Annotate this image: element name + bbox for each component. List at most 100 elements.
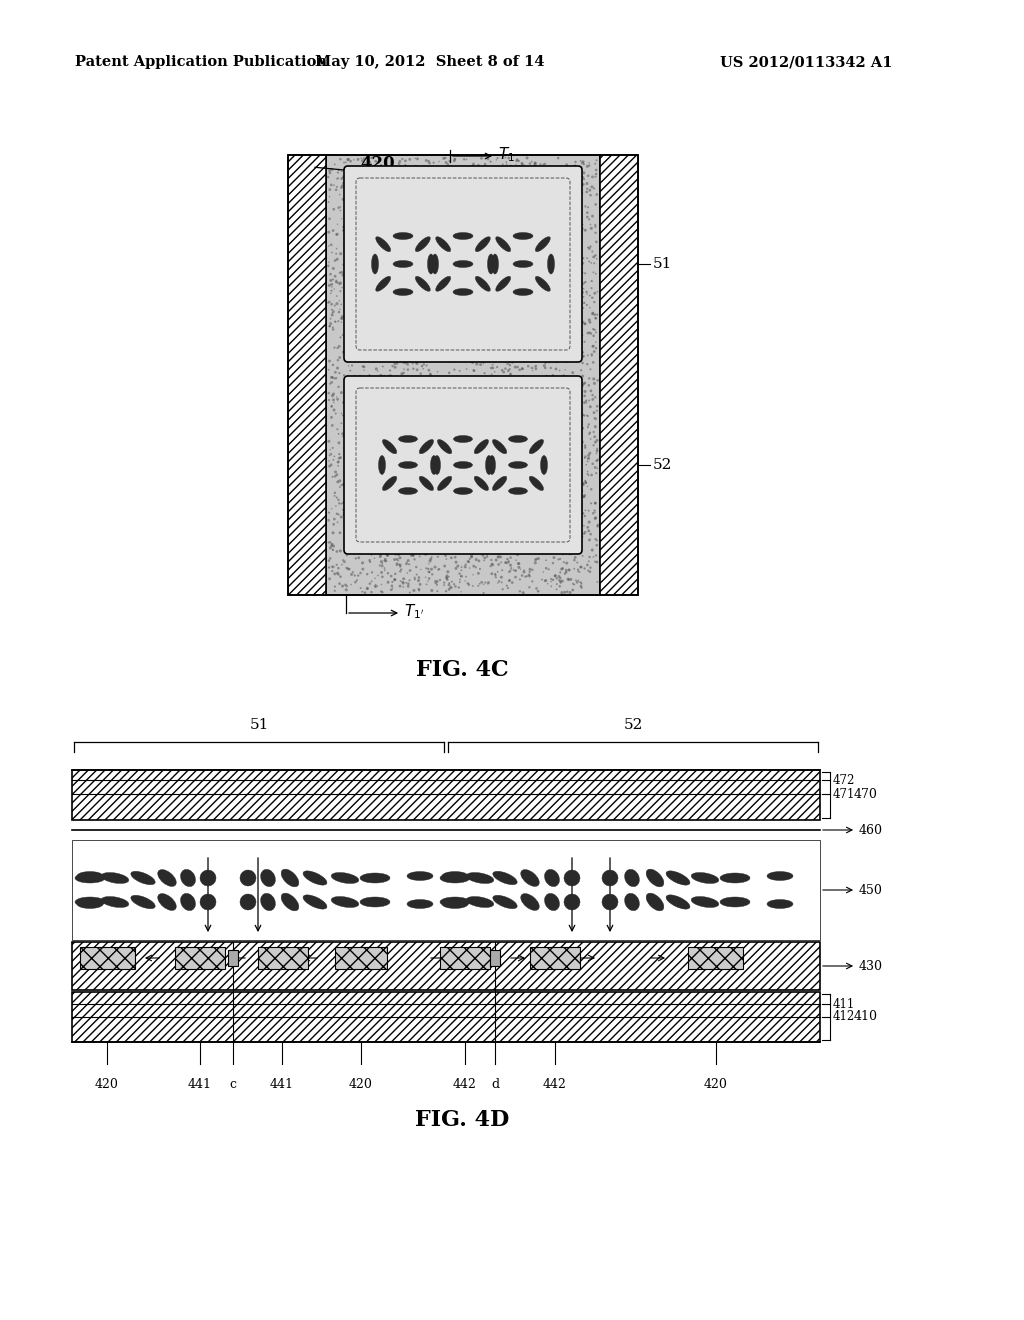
- Point: [463, 451, 479, 473]
- Point: [381, 492, 397, 513]
- Point: [430, 220, 446, 242]
- Point: [406, 284, 422, 305]
- Ellipse shape: [720, 873, 750, 883]
- Point: [581, 209, 597, 230]
- Ellipse shape: [437, 440, 452, 454]
- Point: [455, 507, 471, 528]
- Point: [526, 393, 543, 414]
- Point: [362, 491, 379, 512]
- Point: [401, 462, 418, 483]
- Point: [520, 381, 537, 403]
- Point: [353, 511, 370, 532]
- Point: [541, 401, 557, 422]
- Ellipse shape: [200, 894, 216, 909]
- Point: [560, 350, 577, 371]
- Point: [418, 491, 434, 512]
- Point: [508, 399, 524, 420]
- Point: [375, 216, 391, 238]
- Point: [449, 329, 465, 350]
- Point: [450, 528, 466, 549]
- Point: [480, 313, 497, 334]
- Point: [578, 446, 594, 467]
- Point: [426, 240, 442, 261]
- Point: [466, 360, 482, 381]
- Point: [408, 413, 424, 434]
- Point: [424, 370, 440, 391]
- Ellipse shape: [536, 276, 550, 292]
- Point: [514, 527, 530, 548]
- Point: [435, 321, 452, 342]
- Point: [324, 280, 340, 301]
- Point: [453, 442, 469, 463]
- Point: [417, 293, 433, 314]
- Point: [468, 234, 484, 255]
- Point: [537, 202, 553, 223]
- Point: [338, 506, 354, 527]
- Point: [537, 379, 553, 400]
- Point: [378, 330, 394, 351]
- Point: [398, 257, 415, 279]
- Point: [425, 152, 441, 173]
- Point: [587, 387, 603, 408]
- Point: [493, 216, 509, 238]
- Point: [542, 165, 558, 186]
- Ellipse shape: [180, 894, 196, 911]
- Point: [571, 186, 588, 207]
- Point: [338, 378, 354, 399]
- Point: [453, 210, 469, 231]
- Point: [538, 474, 554, 495]
- Point: [532, 478, 549, 499]
- Point: [464, 267, 480, 288]
- Point: [395, 186, 412, 207]
- Point: [558, 252, 574, 273]
- Point: [562, 370, 579, 391]
- Point: [583, 557, 599, 578]
- Point: [582, 238, 598, 259]
- Point: [569, 198, 586, 219]
- Point: [584, 271, 600, 292]
- Ellipse shape: [625, 870, 639, 887]
- Point: [541, 346, 557, 367]
- Point: [346, 437, 362, 458]
- Point: [484, 453, 501, 474]
- Point: [407, 148, 423, 169]
- Point: [391, 524, 408, 545]
- Point: [477, 317, 494, 338]
- Point: [538, 436, 554, 457]
- Point: [562, 302, 579, 323]
- Point: [561, 446, 578, 467]
- Point: [490, 288, 507, 309]
- Point: [416, 411, 432, 432]
- Point: [582, 154, 598, 176]
- Point: [522, 319, 539, 341]
- Point: [479, 546, 496, 568]
- Point: [456, 301, 472, 322]
- Point: [431, 235, 447, 256]
- Point: [409, 436, 425, 457]
- Point: [332, 523, 348, 544]
- Point: [489, 396, 506, 417]
- Point: [489, 286, 506, 308]
- Point: [517, 260, 534, 281]
- Point: [343, 564, 359, 585]
- Point: [548, 276, 564, 297]
- Point: [372, 281, 388, 302]
- Point: [456, 226, 472, 247]
- Point: [381, 471, 397, 492]
- Point: [488, 289, 505, 310]
- Point: [486, 529, 503, 550]
- Point: [532, 381, 549, 403]
- Point: [526, 236, 543, 257]
- Point: [560, 228, 577, 249]
- Point: [492, 227, 508, 248]
- Point: [347, 327, 364, 348]
- Point: [422, 199, 438, 220]
- Point: [521, 162, 538, 183]
- Point: [480, 308, 497, 329]
- Point: [494, 566, 510, 587]
- Point: [470, 414, 486, 436]
- Point: [322, 209, 338, 230]
- Point: [327, 294, 343, 315]
- Point: [461, 552, 477, 573]
- Point: [389, 524, 406, 545]
